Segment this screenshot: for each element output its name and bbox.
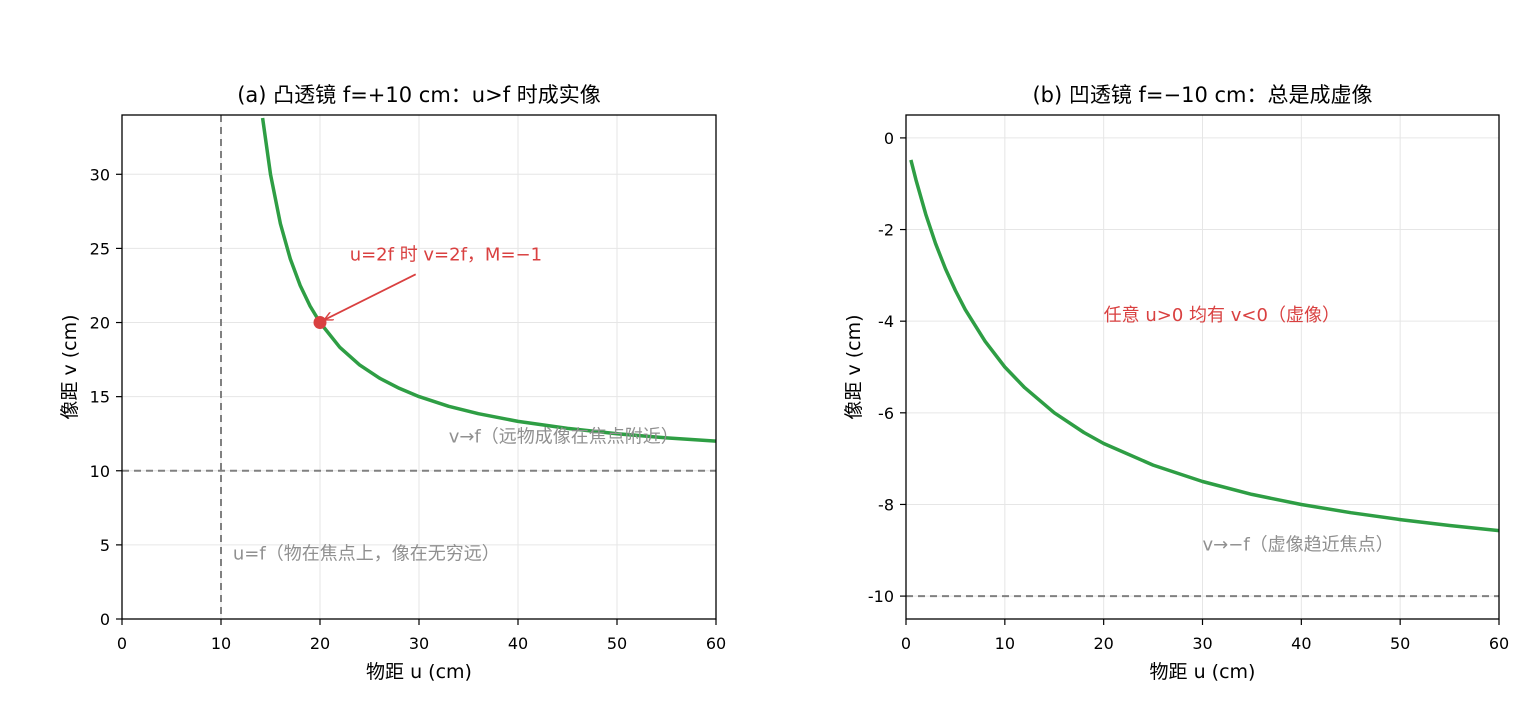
x-tick-label: 10 (995, 634, 1015, 653)
x-tick-label: 20 (1093, 634, 1113, 653)
y-tick-label: -6 (878, 404, 894, 423)
y-tick-label: -10 (868, 587, 894, 606)
x-tick-label: 20 (310, 634, 330, 653)
chart-panel-a: u=2f 时 v=2f，M=−1 v→f（远物成像在焦点附近） u=f（物在焦点上，… (59, 83, 726, 683)
annotation-text: v→f（远物成像在焦点附近） (449, 427, 679, 448)
y-tick-label: 0 (100, 610, 110, 629)
x-tick-label: 50 (607, 634, 627, 653)
annotation-text: u=f（物在焦点上，像在无穷远） (233, 544, 500, 565)
annotation-text: v→−f（虚像趋近焦点） (1203, 534, 1394, 555)
chart-panel-b: 任意 u>0 均有 v<0（虚像） v→−f（虚像趋近焦点） 0 10 20 30 40 50… (843, 83, 1509, 683)
x-tick-label: 30 (409, 634, 429, 653)
y-tick-label: 25 (90, 239, 110, 258)
chart-title: (b) 凹透镜 f=−10 cm：总是成虚像 (1032, 83, 1372, 107)
y-tick-label: 5 (100, 536, 110, 555)
y-axis-label: 像距 v (cm) (59, 314, 81, 419)
x-tick-label: 50 (1390, 634, 1410, 653)
x-axis-label: 物距 u (cm) (1150, 661, 1256, 683)
series-line (260, 117, 716, 443)
y-axis-label: 像距 v (cm) (843, 314, 865, 419)
y-tick-label: -4 (878, 312, 894, 331)
y-tick-label: 15 (90, 388, 110, 407)
x-axis-label: 物距 u (cm) (366, 661, 472, 683)
highlight-point (313, 316, 327, 330)
y-tick-label: -2 (878, 221, 894, 240)
x-tick-label: 0 (117, 634, 127, 653)
y-tick-label: 20 (90, 314, 110, 333)
annotation-text: u=2f 时 v=2f，M=−1 (350, 244, 542, 265)
chart-title: (a) 凸透镜 f=+10 cm：u>f 时成实像 (237, 83, 601, 107)
annotation-text: 任意 u>0 均有 v<0（虚像） (1104, 305, 1340, 326)
y-tick-label: -8 (878, 495, 894, 514)
x-tick-label: 0 (901, 634, 911, 653)
y-tick-label: 0 (884, 129, 894, 148)
x-tick-label: 10 (211, 634, 231, 653)
y-tick-label: 30 (90, 165, 110, 184)
x-tick-label: 60 (706, 634, 726, 653)
x-tick-label: 60 (1489, 634, 1509, 653)
x-tick-label: 40 (508, 634, 528, 653)
y-tick-label: 10 (90, 462, 110, 481)
series-line (909, 159, 1499, 533)
x-tick-label: 40 (1291, 634, 1311, 653)
x-tick-label: 30 (1192, 634, 1212, 653)
annotation-arrow (325, 273, 417, 319)
